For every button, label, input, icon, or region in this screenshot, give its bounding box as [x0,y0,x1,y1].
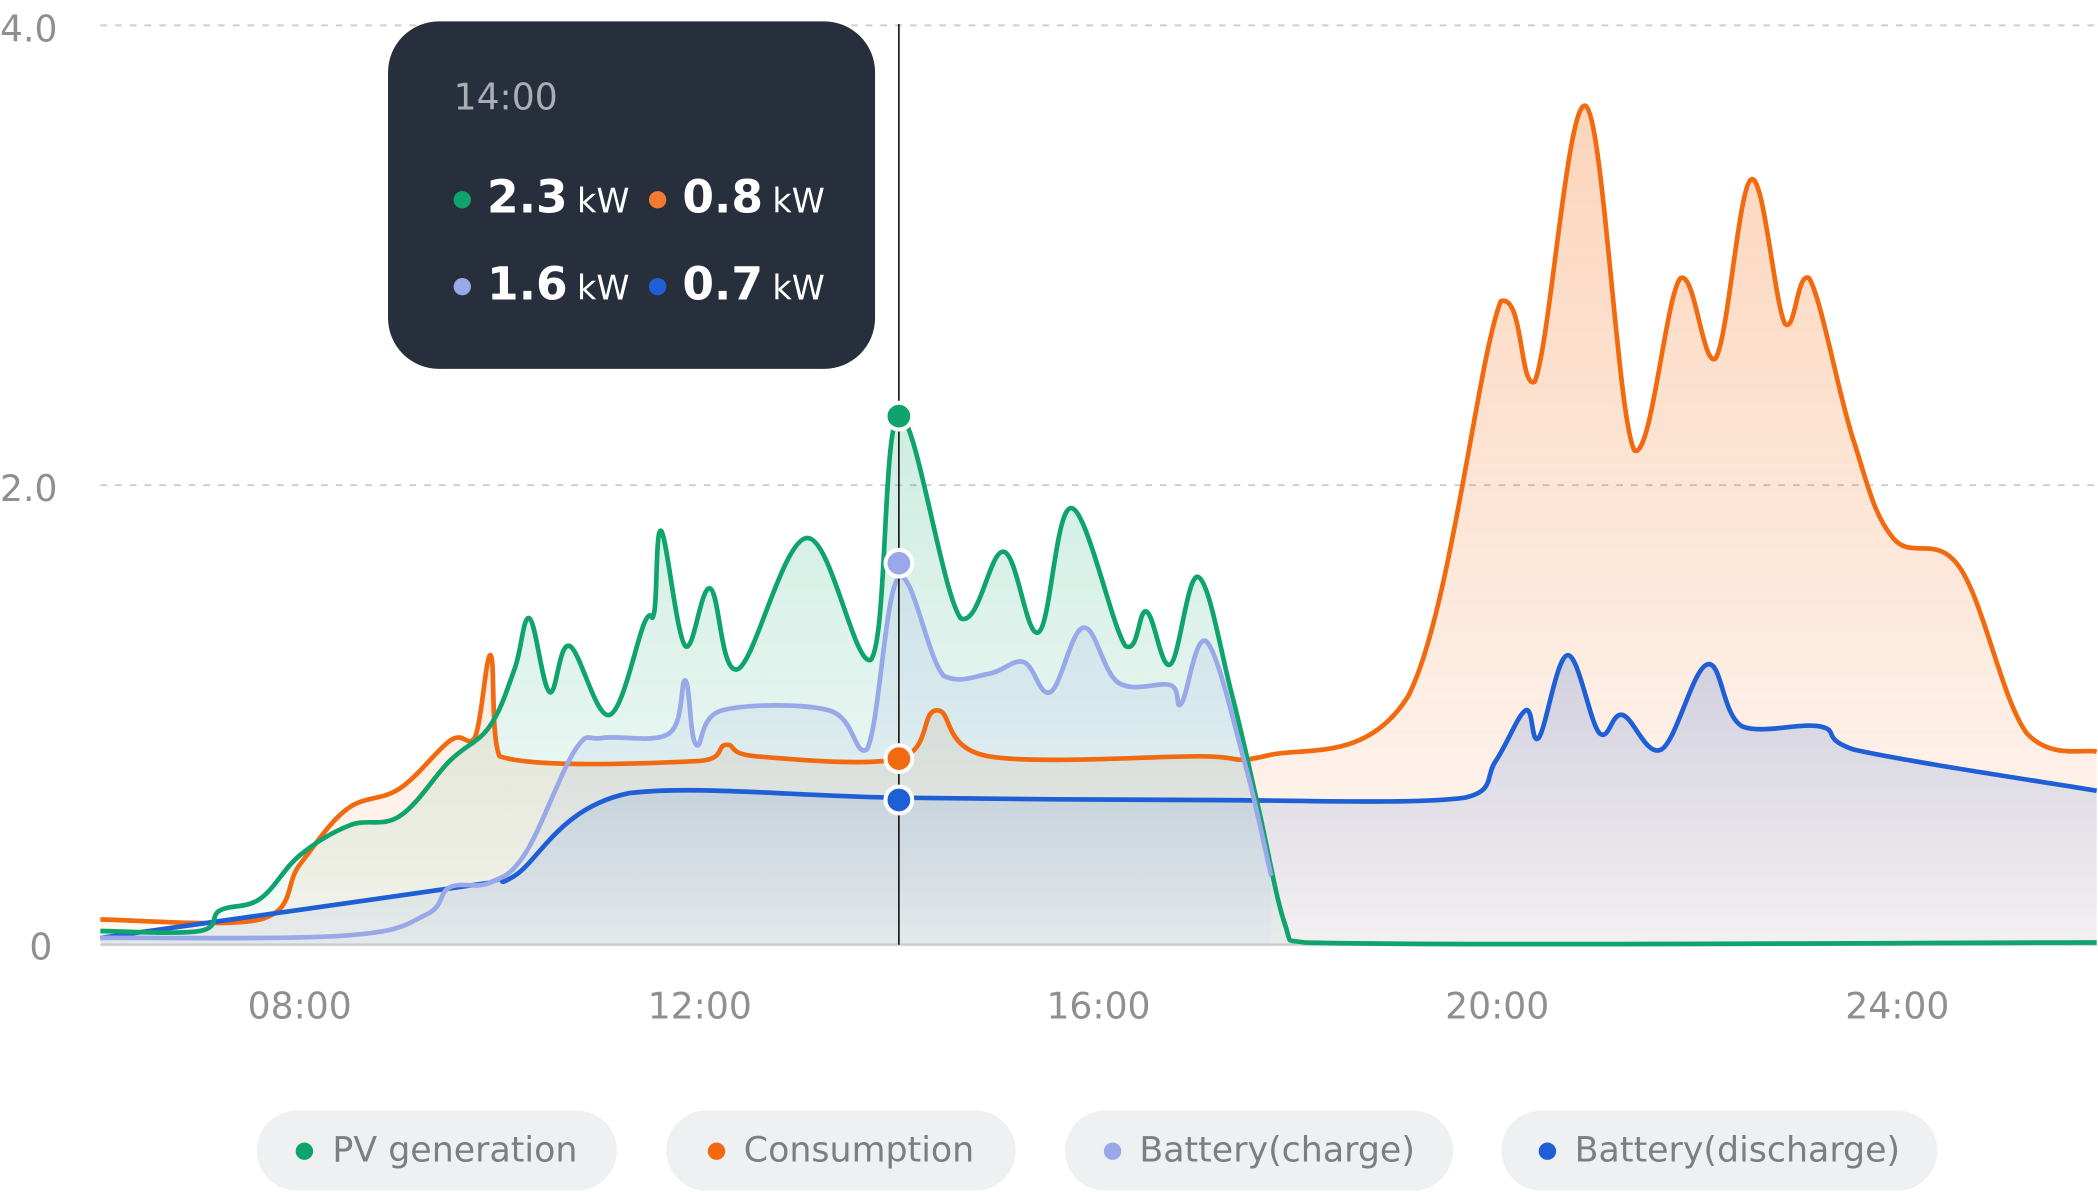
tooltip-item-battery-discharge: 0.7 kW [648,257,825,312]
tooltip-value: 0.7 [682,257,763,312]
x-tick: 08:00 [248,984,352,1027]
tooltip-unit: kW [772,181,825,221]
pv-dot-icon [453,191,471,209]
consumption-dot-icon [707,1141,726,1160]
pv-dot-icon [296,1141,314,1160]
tooltip: 14:00 2.3 kW 0.8 kW 1.6 kW 0.7 kW [388,21,876,369]
tooltip-unit: kW [576,268,630,308]
battery-charge-line [100,574,1274,941]
battery-charge-dot-icon [453,277,471,296]
legend-consumption[interactable]: Consumption [666,1110,1016,1191]
battery-charge-marker [883,547,915,579]
battery-discharge-line [100,652,2098,941]
legend-pv-generation[interactable]: PV generation [256,1110,617,1191]
tooltip-item-battery-charge: 1.6 kW [453,257,630,312]
consumption-marker [883,743,915,774]
tooltip-unit: kW [576,181,630,221]
y-tick: 2.0 [0,467,57,510]
consumption-line [100,103,2098,926]
x-tick: 24:00 [1845,984,1949,1027]
pv-generation-marker [883,400,915,432]
battery-discharge-marker [883,784,915,816]
x-tick: 20:00 [1445,984,1549,1027]
tooltip-value: 1.6 [487,257,568,312]
consumption-dot-icon [648,191,667,209]
tooltip-value: 0.8 [682,171,763,225]
x-tick: 16:00 [1046,984,1150,1027]
battery-charge-dot-icon [1103,1141,1121,1160]
tooltip-unit: kW [772,268,825,308]
x-tick: 12:00 [648,984,752,1027]
tooltip-item-pv: 2.3 kW [453,171,630,225]
y-tick: 4.0 [0,7,57,50]
legend-label: Battery(discharge) [1574,1130,1901,1171]
legend-battery-discharge[interactable]: Battery(discharge) [1501,1110,1938,1191]
legend-label: PV generation [332,1130,578,1171]
tooltip-item-consumption: 0.8 kW [648,171,825,225]
legend-label: Battery(charge) [1139,1130,1415,1171]
tooltip-time: 14:00 [453,77,558,119]
battery-discharge-dot-icon [1538,1141,1556,1160]
pv-generation-line [100,413,2097,947]
battery-discharge-dot-icon [648,277,667,296]
legend-label: Consumption [743,1130,975,1171]
y-tick: 0 [29,925,52,968]
tooltip-value: 2.3 [487,171,568,225]
legend-battery-charge[interactable]: Battery(charge) [1065,1110,1454,1191]
